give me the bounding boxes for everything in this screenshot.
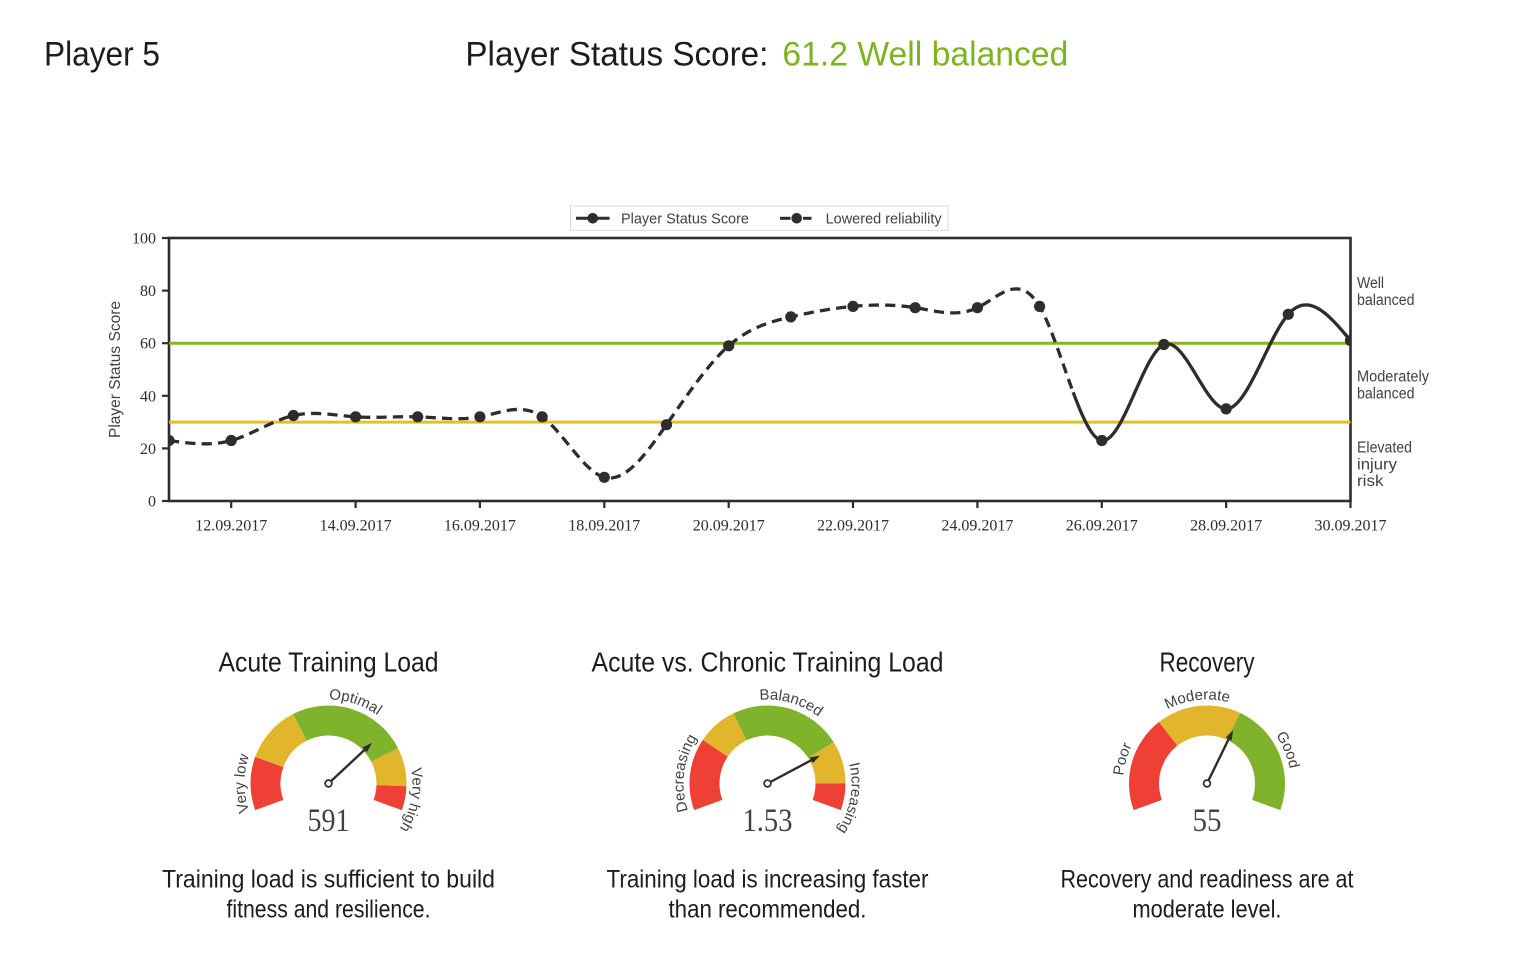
svg-text:28.09.2017: 28.09.2017	[1190, 518, 1262, 535]
svg-text:591: 591	[308, 803, 350, 839]
svg-text:100: 100	[132, 231, 156, 248]
svg-text:14.09.2017: 14.09.2017	[320, 518, 392, 535]
svg-text:Recovery: Recovery	[1160, 647, 1255, 678]
svg-text:22.09.2017: 22.09.2017	[817, 518, 889, 535]
svg-text:than recommended.: than recommended.	[669, 896, 867, 924]
svg-text:16.09.2017: 16.09.2017	[444, 518, 516, 535]
svg-text:injury: injury	[1357, 456, 1397, 473]
svg-text:balanced: balanced	[1357, 292, 1415, 309]
svg-text:risk: risk	[1357, 473, 1384, 490]
svg-text:Acute Training Load: Acute Training Load	[219, 647, 439, 678]
svg-text:20: 20	[140, 441, 156, 458]
svg-text:12.09.2017: 12.09.2017	[195, 518, 267, 535]
svg-text:Player Status Score:: Player Status Score:	[465, 36, 768, 74]
svg-text:Well: Well	[1357, 275, 1384, 292]
svg-text:moderate level.: moderate level.	[1133, 896, 1282, 924]
svg-text:Training load is increasing fa: Training load is increasing faster	[607, 866, 929, 894]
svg-text:60: 60	[140, 336, 156, 353]
svg-text:61.2 Well balanced: 61.2 Well balanced	[782, 36, 1068, 74]
svg-text:Acute vs. Chronic Training Loa: Acute vs. Chronic Training Load	[592, 647, 944, 678]
svg-text:Player Status Score: Player Status Score	[107, 301, 124, 438]
svg-text:55: 55	[1193, 803, 1222, 839]
svg-text:0: 0	[148, 494, 156, 511]
svg-text:1.53: 1.53	[743, 803, 793, 839]
svg-text:30.09.2017: 30.09.2017	[1315, 518, 1387, 535]
svg-text:40: 40	[140, 388, 156, 405]
svg-text:18.09.2017: 18.09.2017	[568, 518, 640, 535]
svg-text:Lowered reliability: Lowered reliability	[826, 211, 943, 227]
svg-text:26.09.2017: 26.09.2017	[1066, 518, 1138, 535]
svg-text:fitness and resilience.: fitness and resilience.	[227, 896, 431, 924]
svg-text:Player 5: Player 5	[44, 36, 160, 74]
svg-text:Player Status Score: Player Status Score	[621, 211, 749, 227]
svg-text:Elevated: Elevated	[1357, 440, 1412, 457]
svg-text:Recovery and readiness are at: Recovery and readiness are at	[1061, 866, 1354, 894]
svg-text:80: 80	[140, 283, 156, 300]
svg-text:24.09.2017: 24.09.2017	[941, 518, 1013, 535]
svg-text:Very low: Very low	[231, 752, 253, 815]
svg-text:Training load is sufficient to: Training load is sufficient to build	[162, 866, 495, 894]
svg-text:balanced: balanced	[1357, 385, 1415, 402]
svg-text:Moderately: Moderately	[1357, 369, 1429, 386]
svg-text:20.09.2017: 20.09.2017	[693, 518, 765, 535]
